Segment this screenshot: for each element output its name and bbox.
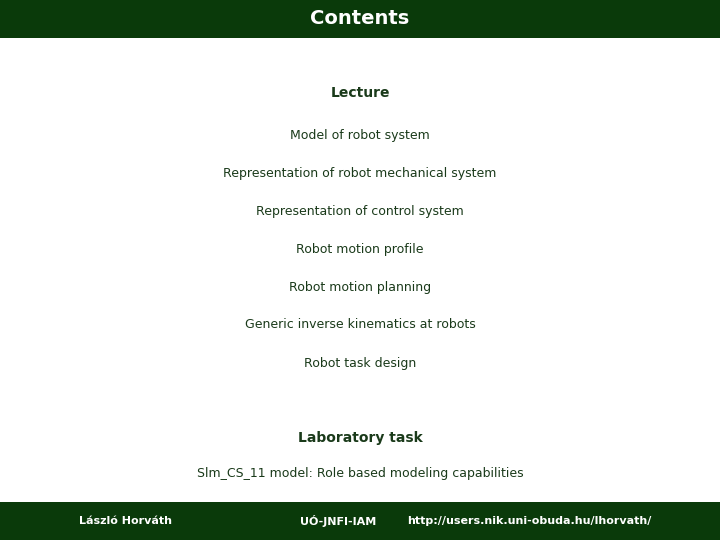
Text: Robot task design: Robot task design xyxy=(304,356,416,369)
Text: Representation of robot mechanical system: Representation of robot mechanical syste… xyxy=(223,166,497,179)
Text: http://users.nik.uni-obuda.hu/lhorvath/: http://users.nik.uni-obuda.hu/lhorvath/ xyxy=(407,516,652,526)
Bar xyxy=(0,502,720,540)
Text: Laboratory task: Laboratory task xyxy=(297,431,423,445)
Text: Lecture: Lecture xyxy=(330,86,390,100)
Text: Model of robot system: Model of robot system xyxy=(290,129,430,141)
Text: UÓ-JNFI-IAM: UÓ-JNFI-IAM xyxy=(300,515,377,527)
Text: Slm_CS_11 model: Role based modeling capabilities: Slm_CS_11 model: Role based modeling cap… xyxy=(197,467,523,480)
Text: Contents: Contents xyxy=(310,10,410,29)
Bar xyxy=(0,0,720,38)
Text: Robot motion profile: Robot motion profile xyxy=(296,242,424,255)
Text: László Horváth: László Horváth xyxy=(79,516,173,526)
Text: Representation of control system: Representation of control system xyxy=(256,205,464,218)
Text: Generic inverse kinematics at robots: Generic inverse kinematics at robots xyxy=(245,319,475,332)
Text: Robot motion planning: Robot motion planning xyxy=(289,280,431,294)
